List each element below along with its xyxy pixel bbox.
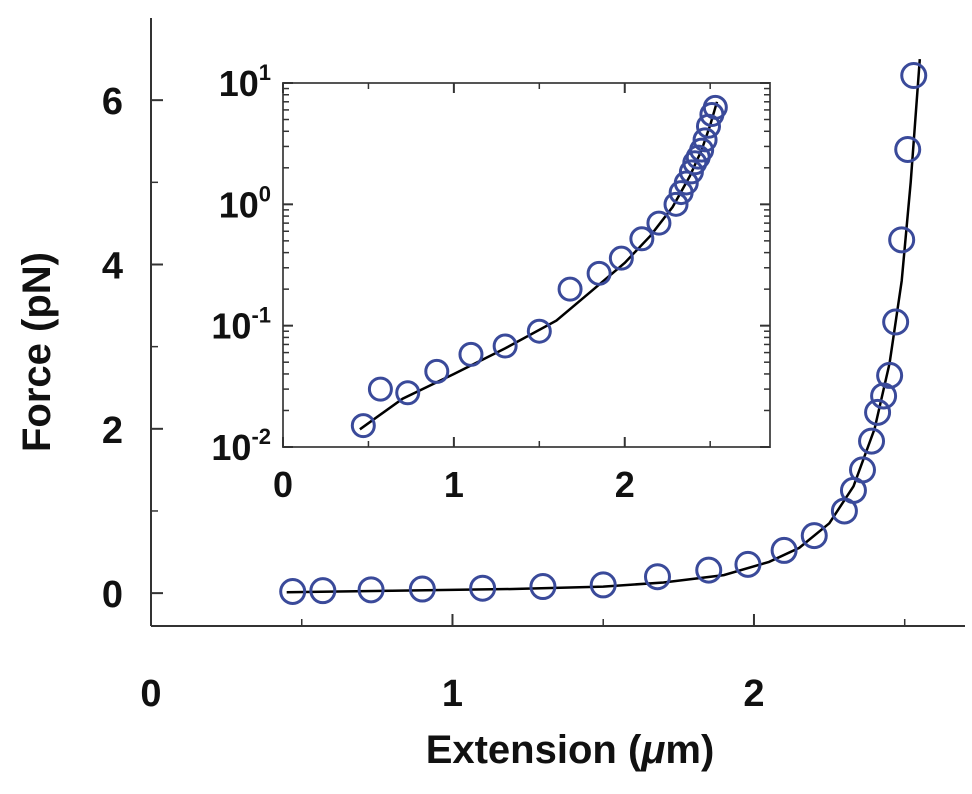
data-point	[357, 576, 385, 604]
data-point	[529, 573, 557, 601]
inset-x-tick-label: 0	[273, 464, 293, 505]
inset-axes: 0 1 2 10-2 10-1 100 101	[211, 60, 770, 505]
data-point	[876, 361, 904, 389]
inset-data-point	[682, 150, 708, 176]
data-point	[408, 575, 436, 603]
main-fit-curve-group	[286, 59, 922, 594]
data-point	[882, 308, 910, 336]
inset-data-point	[350, 413, 376, 439]
data-point	[900, 62, 928, 90]
x-axis-label-suffix: m)	[665, 728, 714, 772]
main-fit-curve	[286, 59, 922, 594]
inset-data-point	[663, 191, 689, 217]
inset-x-tick-label: 2	[615, 464, 635, 505]
main-axes: 0 1 2 0 2 4 6	[102, 18, 965, 715]
inset-data-point	[526, 318, 552, 344]
inset-data-point	[367, 376, 393, 402]
x-axis-label-mu: μ	[640, 728, 665, 772]
inset-data-point	[492, 333, 518, 359]
data-point	[800, 522, 828, 550]
inset-data-point	[458, 341, 484, 367]
x-tick-label: 1	[442, 673, 463, 715]
main-markers-group	[279, 62, 928, 605]
x-tick-label: 0	[140, 673, 161, 715]
data-point	[309, 577, 337, 605]
data-point	[589, 571, 617, 599]
inset-data-point	[395, 380, 421, 406]
inset-y-tick-label: 100	[219, 181, 271, 225]
data-point	[858, 427, 886, 455]
data-point	[469, 574, 497, 602]
y-axis-label: Force (pN)	[15, 252, 59, 452]
data-point	[279, 577, 307, 605]
inset-data-point	[629, 226, 655, 252]
inset-chart: 0 1 2 10-2 10-1 100 101	[211, 60, 771, 505]
inset-data-point	[608, 245, 634, 271]
data-point	[643, 563, 671, 591]
data-point	[695, 556, 723, 584]
x-axis-label-prefix: Extension (	[426, 728, 642, 772]
inset-data-point	[689, 137, 715, 163]
data-point	[848, 456, 876, 484]
inset-data-point	[424, 358, 450, 384]
data-point	[894, 135, 922, 163]
inset-x-tick-label: 1	[444, 464, 464, 505]
data-point	[864, 398, 892, 426]
inset-data-point	[646, 210, 672, 236]
y-tick-label: 2	[102, 410, 123, 452]
x-tick-label: 2	[743, 673, 764, 715]
inset-data-point	[692, 127, 718, 153]
data-point	[734, 550, 762, 578]
x-axis-label: Extension (μm)	[426, 728, 715, 772]
y-tick-label: 0	[102, 574, 123, 616]
inset-frame	[282, 82, 771, 448]
inset-data-point	[673, 170, 699, 196]
inset-markers-group	[350, 94, 728, 439]
data-point	[770, 536, 798, 564]
inset-y-tick-label: 10-2	[211, 424, 271, 468]
inset-data-point	[557, 276, 583, 302]
y-tick-label: 4	[102, 245, 123, 287]
inset-y-tick-label: 101	[219, 60, 271, 104]
inset-data-point	[702, 94, 728, 120]
data-point	[888, 226, 916, 254]
y-tick-label: 6	[102, 81, 123, 123]
inset-y-tick-label: 10-1	[211, 303, 271, 347]
inset-data-point	[586, 260, 612, 286]
data-point	[870, 382, 898, 410]
